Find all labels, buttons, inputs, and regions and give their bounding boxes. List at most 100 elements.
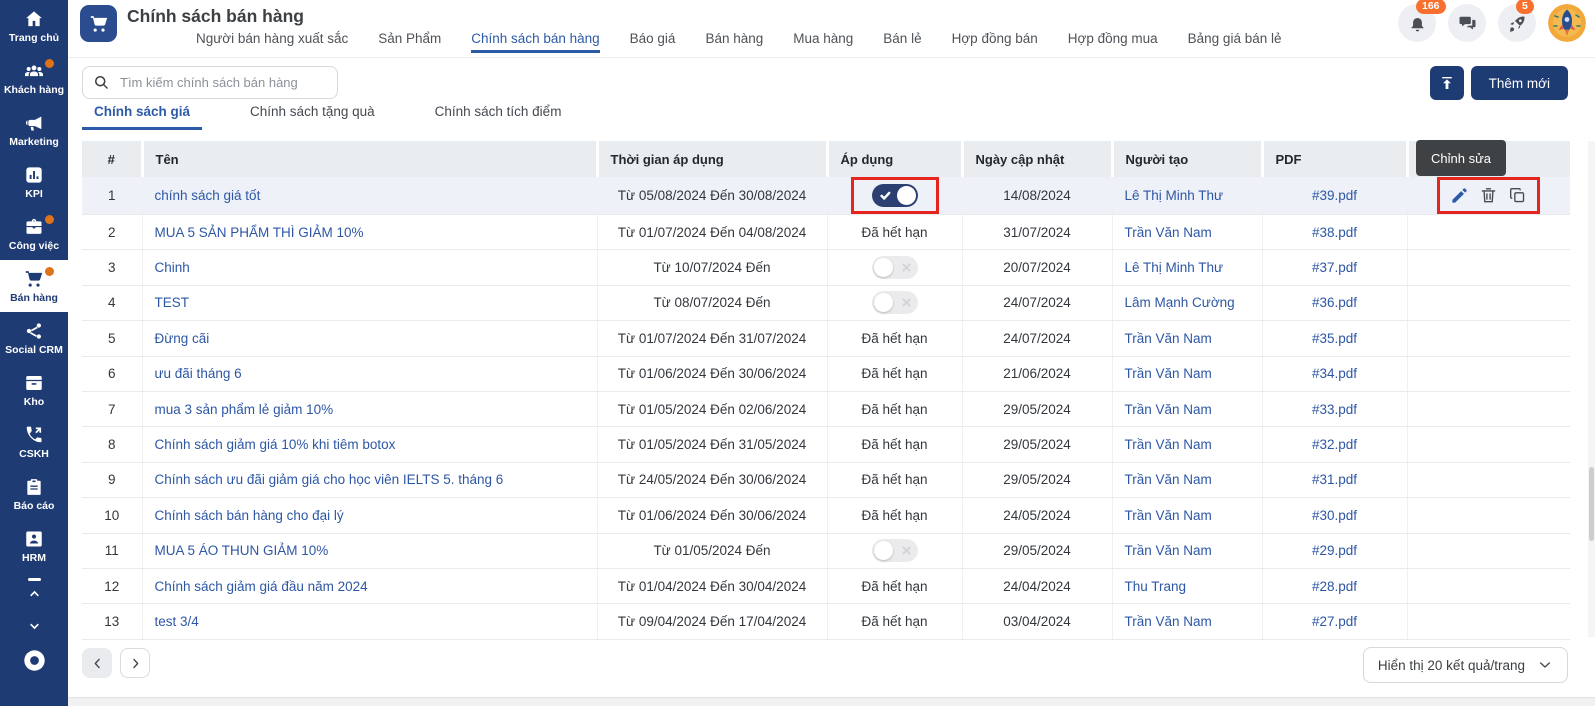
creator-link[interactable]: Trần Văn Nam [1124, 543, 1212, 559]
policy-name-link[interactable]: ưu đãi tháng 6 [154, 366, 242, 382]
policy-name-link[interactable]: Chính sách bán hàng cho đại lý [154, 507, 344, 523]
expired-label: Đã hết hạn [861, 472, 928, 488]
sidebar-item-cskh[interactable]: CSKH [0, 416, 68, 468]
column-header-ten: Tên [142, 141, 599, 177]
pdf-link[interactable]: #35.pdf [1311, 330, 1358, 346]
apply-status-cell: Đã hết hạn [827, 320, 963, 357]
apply-status-cell: Đã hết hạn [827, 214, 963, 251]
creator-link[interactable]: Lê Thị Minh Thư [1124, 188, 1224, 203]
tab-nguoi-ban-hang-xuat-sac[interactable]: Người bán hàng xuất sắc [196, 31, 349, 46]
sidebar-item-khach-hang[interactable]: Khách hàng [0, 52, 68, 104]
creator-link[interactable]: Trần Văn Nam [1124, 401, 1212, 417]
sidebar-item-kpi[interactable]: KPI [0, 156, 68, 208]
apply-toggle-off[interactable] [871, 539, 918, 563]
policy-name-cell: Đừng cãi [142, 320, 598, 357]
annotation-red-box [1437, 177, 1541, 214]
creator-link[interactable]: Trần Văn Nam [1124, 366, 1212, 382]
creator-link[interactable]: Lâm Mạnh Cường [1124, 295, 1235, 311]
pdf-link[interactable]: #36.pdf [1311, 295, 1358, 311]
search-input[interactable] [82, 66, 338, 99]
tab-hop-dong-ban[interactable]: Hợp đồng bán [951, 31, 1038, 46]
tab-ban-hang[interactable]: Bán hàng [705, 31, 764, 46]
tab-chinh-sach-ban-hang[interactable]: Chính sách bán hàng [471, 31, 600, 53]
table-row: 8 Chính sách giảm giá 10% khi tiêm botox T… [82, 426, 1570, 463]
policy-name-link[interactable]: Chính sách giảm giá 10% khi tiêm botox [154, 437, 396, 453]
sidebar-item-kho[interactable]: Kho [0, 364, 68, 416]
policy-name-cell: test 3/4 [142, 603, 598, 640]
prev-page-button[interactable] [82, 648, 112, 678]
notifications-button[interactable]: 166 [1398, 0, 1446, 42]
creator-link[interactable]: Lê Thị Minh Thư [1124, 260, 1224, 276]
pdf-link[interactable]: #30.pdf [1311, 507, 1358, 523]
tab-san-pham[interactable]: Sản Phẩm [378, 31, 442, 46]
support-button[interactable] [0, 648, 68, 673]
pdf-link[interactable]: #39.pdf [1311, 188, 1358, 203]
tab-bao-gia[interactable]: Báo giá [629, 31, 676, 46]
tab-ban-le[interactable]: Bán lẻ [883, 31, 922, 46]
scrollbar-thumb[interactable] [1589, 467, 1594, 541]
sidebar-item-trang-chu[interactable]: Trang chủ [0, 0, 68, 52]
sidebar-item-social-crm[interactable]: Social CRM [0, 312, 68, 364]
module-cart-button[interactable] [80, 5, 117, 42]
sidebar-item-label: Marketing [9, 135, 59, 148]
creator-link[interactable]: Thu Trang [1124, 578, 1187, 594]
add-new-button[interactable]: Thêm mới [1470, 66, 1568, 100]
subtab-chinh-sach-tang-qua[interactable]: Chính sách tặng quà [250, 104, 375, 119]
subtab-chinh-sach-gia[interactable]: Chính sách giá [82, 104, 203, 130]
pdf-link[interactable]: #37.pdf [1311, 260, 1358, 276]
avatar[interactable] [1548, 4, 1586, 42]
apply-toggle-off[interactable] [871, 291, 918, 315]
creator-link[interactable]: Trần Văn Nam [1124, 507, 1212, 523]
updates-button[interactable]: 5 [1498, 0, 1536, 42]
sidebar-item-hrm[interactable]: HRM [0, 520, 68, 572]
sidebar-item-marketing[interactable]: Marketing [0, 104, 68, 156]
chevron-up-icon [26, 585, 43, 602]
copy-icon[interactable] [1508, 186, 1527, 205]
tab-hop-dong-mua[interactable]: Hợp đồng mua [1067, 31, 1158, 46]
policy-name-link[interactable]: TEST [154, 295, 190, 311]
edit-icon[interactable] [1450, 186, 1469, 205]
expired-label: Đã hết hạn [861, 366, 928, 382]
policy-name-link[interactable]: Chính sách ưu đãi giảm giá cho học viên … [154, 472, 504, 488]
apply-toggle-on[interactable] [871, 184, 918, 207]
table-row: 2 MUA 5 SẢN PHẨM THÌ GIẢM 10% Từ 01/07/202… [82, 214, 1570, 251]
policy-name-link[interactable]: MUA 5 ÁO THUN GIẢM 10% [154, 543, 329, 559]
pdf-link[interactable]: #29.pdf [1311, 543, 1358, 559]
policy-name-link[interactable]: mua 3 sản phẩm lẻ giảm 10% [154, 401, 334, 417]
pdf-link[interactable]: #27.pdf [1311, 613, 1358, 629]
pdf-link[interactable]: #28.pdf [1311, 578, 1358, 594]
creator-link[interactable]: Trần Văn Nam [1124, 472, 1212, 488]
pdf-cell: #32.pdf [1262, 426, 1408, 463]
pdf-link[interactable]: #31.pdf [1311, 472, 1358, 488]
pdf-link[interactable]: #38.pdf [1311, 224, 1358, 240]
sidebar-scroll-up-button[interactable] [0, 572, 68, 602]
creator-link[interactable]: Trần Văn Nam [1124, 330, 1212, 346]
export-button[interactable] [1429, 66, 1464, 100]
creator-link[interactable]: Trần Văn Nam [1124, 437, 1212, 453]
tab-bang-gia-ban-le[interactable]: Bảng giá bán lẻ [1187, 31, 1282, 46]
policy-name-link[interactable]: Chính sách giảm giá đầu năm 2024 [154, 578, 368, 594]
creator-link[interactable]: Trần Văn Nam [1124, 224, 1212, 240]
sidebar-item-bao-cao[interactable]: Báo cáo [0, 468, 68, 520]
policy-name-link[interactable]: Chinh [154, 260, 190, 276]
pdf-link[interactable]: #33.pdf [1311, 401, 1358, 417]
creator-link[interactable]: Trần Văn Nam [1124, 613, 1212, 629]
messages-button[interactable] [1448, 4, 1486, 42]
apply-toggle-off[interactable] [871, 256, 918, 280]
pdf-link[interactable]: #32.pdf [1311, 437, 1358, 453]
sidebar-item-label: Social CRM [5, 343, 63, 356]
policy-name-link[interactable]: MUA 5 SẢN PHẨM THÌ GIẢM 10% [154, 224, 364, 240]
sidebar-item-cong-viec[interactable]: Công việc [0, 208, 68, 260]
delete-icon[interactable] [1479, 186, 1498, 205]
sidebar-scroll-down-button[interactable] [0, 618, 68, 635]
policy-name-link[interactable]: Đừng cãi [154, 330, 210, 346]
policy-name-link[interactable]: chính sách giá tốt [154, 188, 261, 203]
sidebar-item-ban-hang[interactable]: Bán hàng [0, 260, 68, 312]
pdf-cell: #28.pdf [1262, 568, 1408, 605]
next-page-button[interactable] [120, 648, 150, 678]
tab-mua-hang[interactable]: Mua hàng [793, 31, 854, 46]
page-size-select[interactable]: Hiển thị 20 kết quả/trang [1362, 647, 1568, 683]
pdf-link[interactable]: #34.pdf [1311, 366, 1358, 382]
policy-name-link[interactable]: test 3/4 [154, 613, 199, 629]
subtab-chinh-sach-tich-diem[interactable]: Chính sách tích điểm [434, 104, 562, 119]
